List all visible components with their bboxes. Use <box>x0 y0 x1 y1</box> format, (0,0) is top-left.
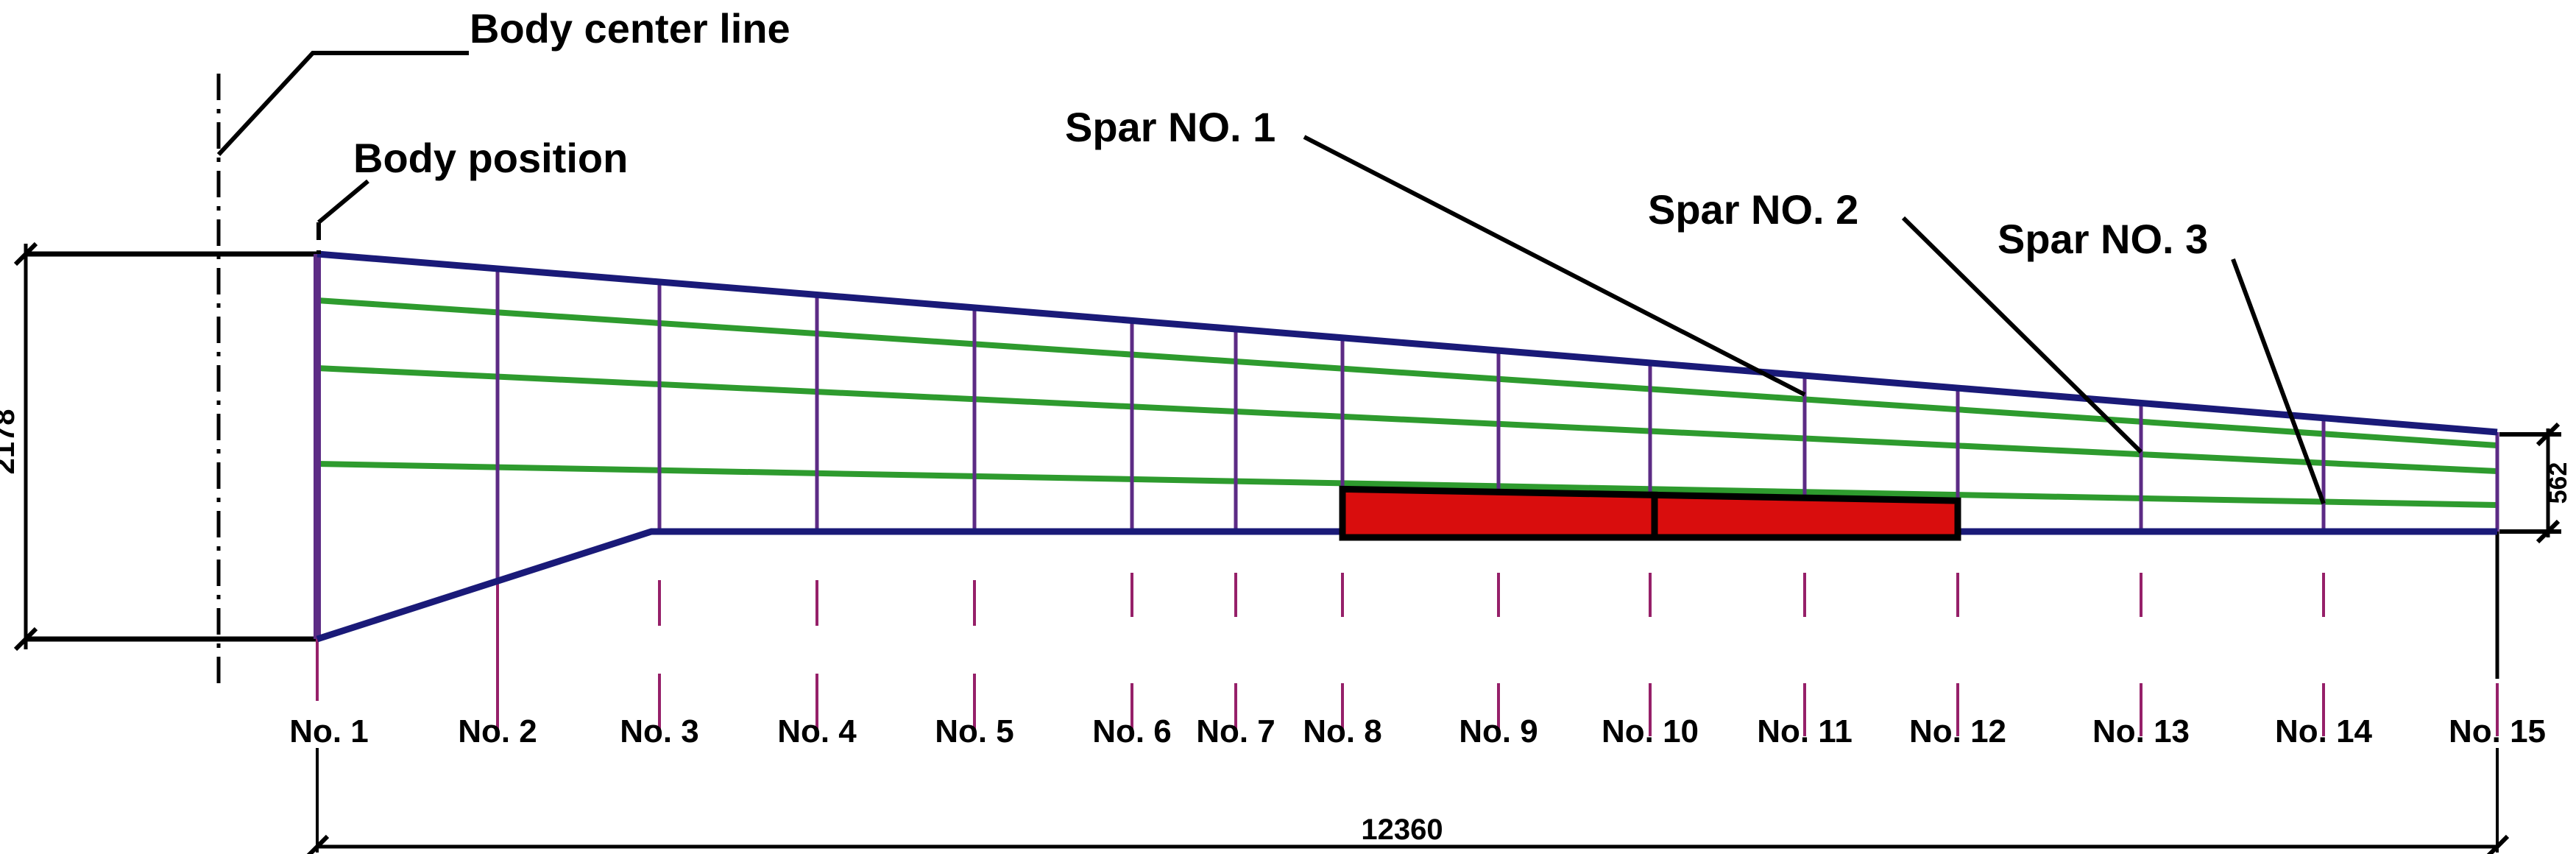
spar-leader-2 <box>1901 216 2143 454</box>
spar-leader-1 <box>1303 135 1806 397</box>
rib-label-14: No. 14 <box>2275 713 2373 749</box>
spar-label-3: Spar NO. 3 <box>1998 216 2208 262</box>
rib-label-11: No. 11 <box>1757 713 1853 749</box>
dimension-tick <box>13 241 38 267</box>
dimension-tick <box>2536 519 2561 544</box>
rib-label-15: No. 15 <box>2449 713 2546 749</box>
rib-label-13: No. 13 <box>2092 713 2190 749</box>
spar-label-1: Spar NO. 1 <box>1065 104 1275 150</box>
rib-label-1: No. 1 <box>289 713 369 749</box>
wing-leading-edge <box>316 250 2498 436</box>
fuel-tank-box-1 <box>1339 485 1658 541</box>
rib-label-4: No. 4 <box>777 713 857 749</box>
spar-line-2 <box>316 365 2498 474</box>
dimension-tick <box>2536 422 2561 447</box>
rib-label-2: No. 2 <box>458 713 537 749</box>
dimension-tick <box>13 627 38 652</box>
body-position-label: Body position <box>353 135 628 181</box>
dimension-tick <box>306 834 330 854</box>
spar-label-2: Spar NO. 2 <box>1648 186 1858 233</box>
tip-chord-dimension-text: 562 <box>2544 462 2572 504</box>
span-dimension-text: 12360 <box>1361 814 1443 846</box>
wing-trailing-edge <box>316 528 2497 643</box>
fuel-tank-box-2 <box>1651 491 1961 541</box>
rib-label-3: No. 3 <box>620 713 699 749</box>
rib-label-8: No. 8 <box>1303 713 1382 749</box>
rib-label-10: No. 10 <box>1602 713 1699 749</box>
spar-leader-3 <box>2231 258 2326 505</box>
body-center-line-leader <box>216 51 469 157</box>
root-chord-dimension-text: 2178 <box>0 409 21 475</box>
spar-line-3 <box>316 461 2498 508</box>
rib-label-9: No. 9 <box>1459 713 1538 749</box>
dimension-tick <box>2486 834 2510 854</box>
rib-label-12: No. 12 <box>1909 713 2006 749</box>
body-center-line-label: Body center line <box>470 5 790 52</box>
body-position-leader <box>317 179 369 225</box>
spar-line-1 <box>316 297 2498 448</box>
rib-label-5: No. 5 <box>935 713 1014 749</box>
rib-label-6: No. 6 <box>1092 713 1172 749</box>
rib-label-7: No. 7 <box>1196 713 1275 749</box>
